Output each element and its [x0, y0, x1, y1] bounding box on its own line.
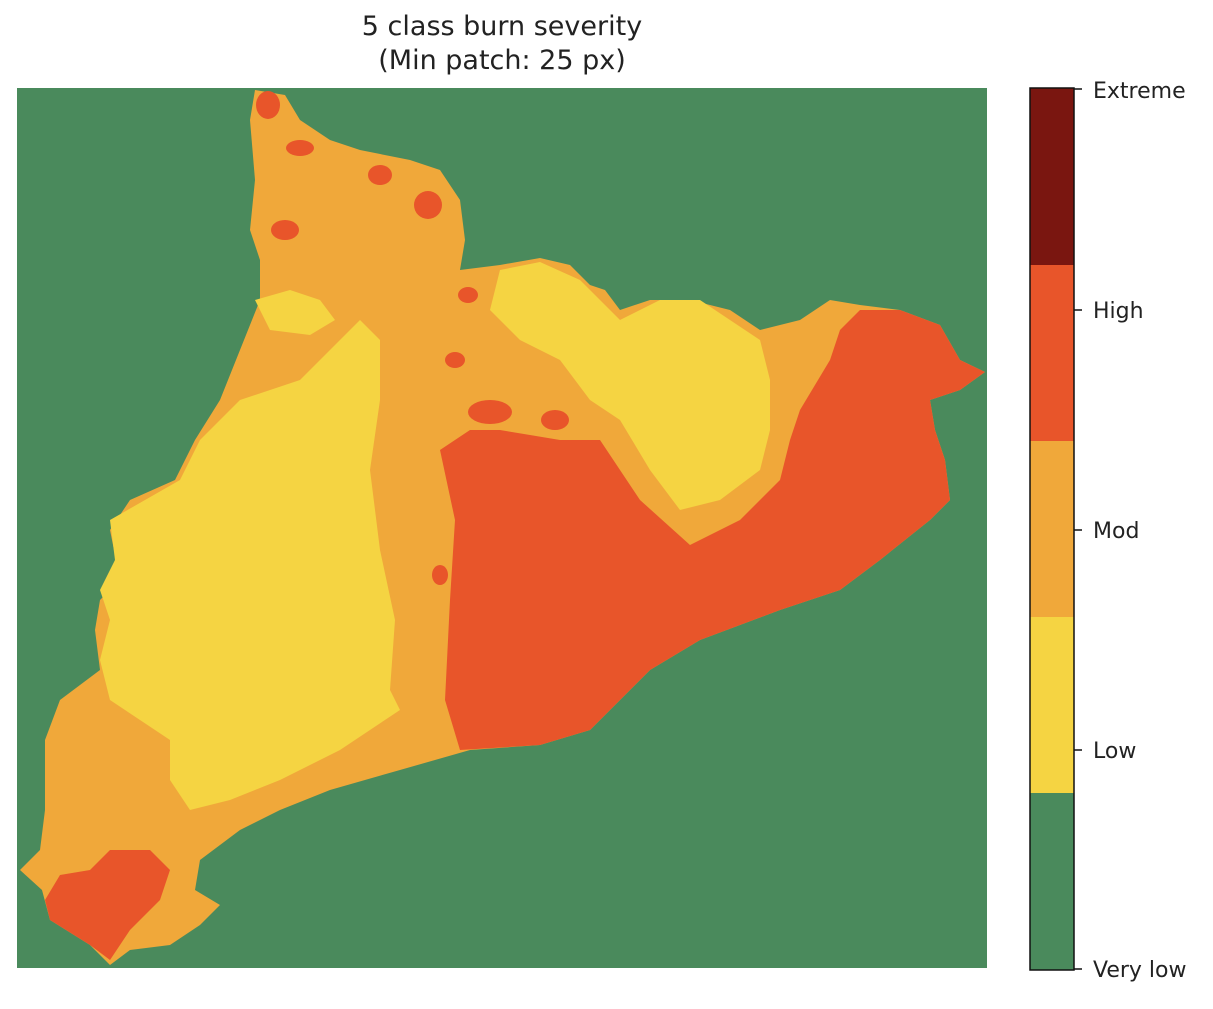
colorbar-mod	[1030, 441, 1074, 617]
high-patch	[271, 220, 299, 240]
high-patch	[414, 191, 442, 219]
high-patch	[468, 400, 512, 424]
colorbar-tick-label-very-low: Very low	[1093, 958, 1187, 983]
subtitle-line: (Min patch: 25 px)	[378, 45, 626, 76]
colorbar-very-low	[1030, 793, 1074, 970]
high-patch	[368, 165, 392, 185]
class-high-patches	[256, 91, 569, 585]
class-high-region-east	[440, 310, 985, 750]
colorbar-tick-label-extreme: Extreme	[1093, 79, 1186, 104]
colorbar-tick-label-low: Low	[1093, 739, 1137, 764]
high-patch	[256, 91, 280, 119]
class-low-region-north	[255, 290, 335, 335]
high-patch	[286, 140, 314, 156]
class-high-region-southwest	[45, 850, 170, 960]
colorbar-frame	[1029, 87, 1075, 971]
class-low-region-west	[100, 320, 400, 810]
chart-title: 5 class burn severity (Min patch: 25 px)	[17, 10, 987, 78]
colorbar-high	[1030, 265, 1074, 441]
title-line: 5 class burn severity	[361, 11, 643, 42]
map-raster	[17, 88, 987, 968]
colorbar-ticks	[1074, 88, 1082, 970]
high-patch	[432, 565, 448, 585]
high-patch	[541, 410, 569, 430]
class-low-region-northeast	[490, 262, 770, 510]
colorbar-tick-label-high: High	[1093, 299, 1144, 324]
high-patch	[445, 352, 465, 368]
colorbar-extreme	[1030, 88, 1074, 265]
colorbar-low	[1030, 617, 1074, 793]
colorbar	[1029, 87, 1082, 971]
high-patch	[458, 287, 478, 303]
colorbar-tick-label-mod: Mod	[1093, 519, 1140, 544]
